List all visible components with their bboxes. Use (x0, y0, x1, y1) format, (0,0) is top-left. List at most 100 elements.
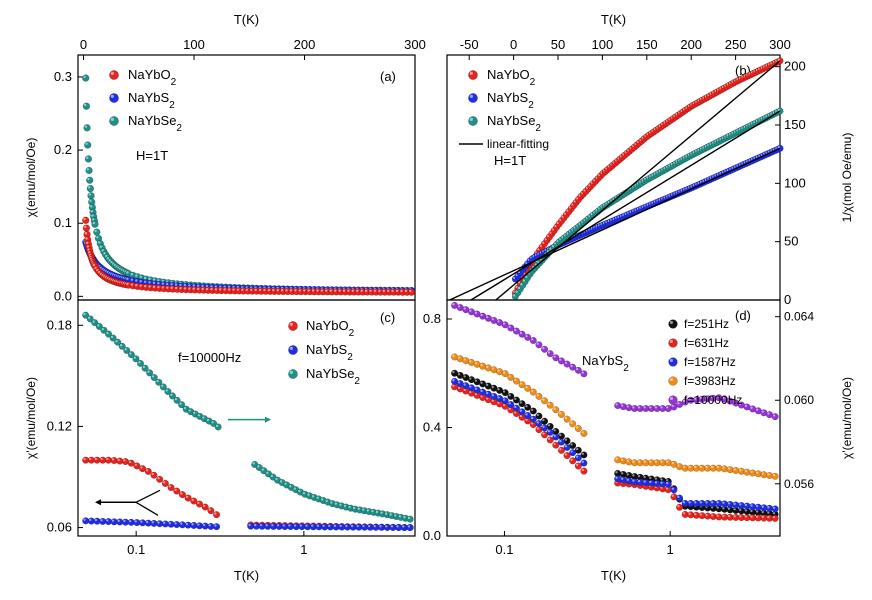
data-point (173, 396, 181, 404)
data-point (749, 514, 757, 522)
data-point (552, 354, 560, 362)
data-point (653, 459, 661, 467)
x-tick-label: 300 (404, 37, 426, 52)
x-tick-label: 100 (592, 37, 614, 52)
data-point (389, 523, 397, 531)
data-point (614, 456, 622, 464)
data-point (167, 483, 175, 492)
panel-a: 0 100 200 300 0.0 0.1 0.2 0.3 T(K) χ(emu/mol/Oe) (… (24, 12, 426, 303)
series-NaYbSe2 (82, 311, 414, 523)
data-point (512, 327, 520, 335)
data-point (190, 497, 198, 505)
data-point (512, 410, 520, 418)
y-tick-label: 0.18 (47, 317, 72, 332)
x-axis-label: T(K) (234, 12, 259, 27)
y-tick-label: 150 (784, 117, 806, 132)
x-tick-label: 200 (680, 37, 702, 52)
y-axis-label: χ'(emu/mol/Oe) (24, 377, 38, 459)
data-point (213, 523, 221, 531)
x-tick-label: 150 (636, 37, 658, 52)
panel-label: (a) (380, 69, 396, 84)
legend-label: NaYbS2 (128, 90, 175, 111)
data-point (535, 392, 543, 400)
data-point (698, 464, 706, 472)
data-point (743, 502, 751, 510)
data-point (269, 522, 278, 530)
data-point (512, 396, 520, 404)
legend-label: f=251Hz (684, 317, 729, 331)
data-point (771, 413, 779, 421)
data-point (86, 184, 95, 193)
right-y-axis-label: χ'(emu/mol/Oe) (840, 377, 854, 459)
data-point (156, 520, 164, 528)
series-f=1587Hz (451, 377, 779, 513)
data-point (574, 462, 582, 470)
data-point (93, 456, 101, 464)
data-point (552, 433, 560, 441)
data-point (541, 431, 549, 439)
legend-marker (668, 319, 678, 329)
data-point (184, 521, 192, 529)
data-point (201, 503, 209, 511)
data-point (569, 420, 577, 428)
data-point (501, 370, 509, 378)
panel-d: 0.1 1 0.0 0.4 0.8 0.056 0.060 0.064 T(K) χ'(emu/m… (423, 299, 854, 583)
data-point (501, 321, 509, 329)
data-point (82, 102, 91, 110)
data-point (664, 480, 672, 488)
data-point (704, 499, 712, 507)
data-point (681, 510, 689, 518)
data-point (146, 369, 154, 377)
data-point (84, 141, 92, 149)
data-point (372, 523, 380, 531)
data-point (529, 388, 537, 396)
data-point (535, 419, 543, 428)
data-point (563, 415, 571, 423)
right-y-tick-label: 0.056 (784, 477, 814, 491)
data-point (704, 464, 712, 472)
data-point (332, 523, 340, 531)
data-point (760, 471, 768, 479)
data-point (698, 395, 706, 403)
data-point (524, 403, 532, 411)
data-point (406, 524, 414, 532)
legend-marker (288, 369, 298, 379)
fit-line (495, 60, 781, 301)
data-point (93, 228, 101, 236)
data-point (760, 409, 768, 417)
data-point (580, 451, 588, 459)
data-point (529, 336, 537, 345)
left-axis-arrow-branch (135, 501, 159, 516)
data-point (82, 74, 90, 82)
data-point (574, 446, 582, 454)
data-point (281, 522, 289, 531)
data-point (479, 388, 487, 396)
data-point (123, 346, 131, 355)
data-point (490, 316, 498, 324)
data-point (726, 513, 734, 521)
data-point (190, 521, 198, 530)
data-point (541, 417, 549, 425)
data-point (144, 519, 152, 527)
legend-label: linear-fitting (487, 137, 549, 151)
frequency-annotation: f=10000Hz (178, 350, 241, 365)
data-point (456, 385, 464, 393)
data-point (569, 441, 577, 450)
x-tick-label: 300 (769, 37, 791, 52)
data-point (94, 234, 103, 243)
legend-marker (109, 70, 119, 80)
data-point (114, 338, 122, 346)
data-point (720, 465, 729, 473)
y-tick-label: 0.2 (54, 142, 72, 157)
data-point (569, 457, 577, 465)
data-point (675, 400, 684, 409)
data-point (675, 503, 684, 511)
data-point (321, 523, 329, 531)
compound-annotation: NaYbS2 (582, 353, 629, 374)
data-point (400, 523, 408, 532)
fit-line (470, 110, 781, 301)
data-point (178, 491, 186, 499)
y-tick-label: 200 (784, 59, 806, 74)
x-axis-label: T(K) (601, 12, 626, 27)
data-point (110, 456, 118, 465)
